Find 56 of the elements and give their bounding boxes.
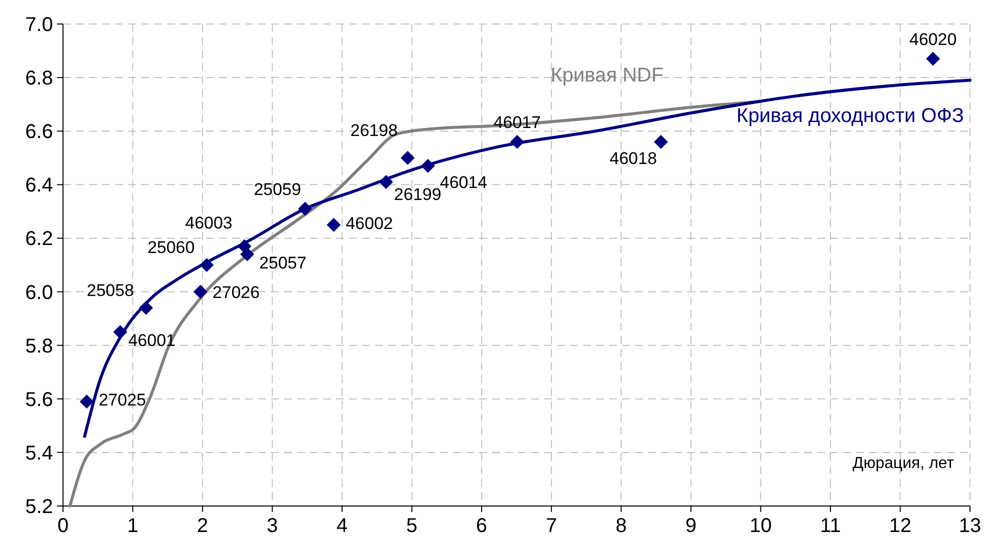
x-tick-label: 3 <box>266 515 278 537</box>
annotation: 46003 <box>185 213 232 232</box>
annotation: 46018 <box>610 148 657 168</box>
annotation: 27025 <box>98 390 146 410</box>
point <box>298 202 312 216</box>
x-tick-label: 8 <box>616 515 627 537</box>
y-tick-label: 6.4 <box>25 174 53 197</box>
point <box>113 324 128 339</box>
x-tick-label: 11 <box>820 515 841 537</box>
series-label: Кривая NDF <box>550 64 664 87</box>
annotation: 26198 <box>350 120 398 140</box>
point <box>240 247 254 262</box>
point <box>200 258 214 272</box>
x-axis-title: Дюрация, лет <box>852 455 955 472</box>
y-tick-label: 5.4 <box>25 442 53 464</box>
y-tick-label: 6.6 <box>25 121 53 144</box>
y-tick-label: 6.0 <box>25 282 53 304</box>
y-tick-label: 5.8 <box>25 335 53 358</box>
annotation: 26199 <box>394 184 442 204</box>
x-tick-label: 9 <box>685 515 696 537</box>
annotation: 25058 <box>86 280 134 300</box>
annotation: 25059 <box>254 180 302 199</box>
point <box>379 174 394 189</box>
x-tick-label: 10 <box>750 515 772 537</box>
y-tick-label: 6.8 <box>25 68 53 90</box>
annotation: 46002 <box>346 214 393 233</box>
x-tick-label: 0 <box>57 515 69 537</box>
annotation: 46001 <box>128 330 176 350</box>
x-tick-label: 12 <box>889 515 912 537</box>
point <box>654 134 668 149</box>
annotation: 25057 <box>259 253 306 272</box>
x-tick-label: 7 <box>546 515 557 537</box>
annotation: 46017 <box>494 112 541 132</box>
y-tick-label: 5.6 <box>25 388 53 411</box>
y-tick-label: 5.2 <box>25 496 53 518</box>
point <box>193 284 208 299</box>
annotation: 46020 <box>909 30 957 49</box>
annotation: 25060 <box>147 238 195 257</box>
x-tick-label: 2 <box>196 515 208 537</box>
x-tick-label: 13 <box>958 515 982 537</box>
point <box>510 134 524 149</box>
point <box>400 150 415 165</box>
y-tick-label: 7.0 <box>25 14 53 36</box>
annotation: 46014 <box>440 172 488 192</box>
x-tick-label: 6 <box>476 515 488 537</box>
x-tick-label: 5 <box>406 515 418 537</box>
point <box>420 158 435 173</box>
point <box>80 394 94 409</box>
y-tick-label: 6.2 <box>25 228 53 250</box>
x-tick-label: 4 <box>336 515 348 537</box>
point <box>139 300 154 315</box>
series-label: Кривая доходности ОФЗ <box>736 105 964 128</box>
point <box>926 52 940 66</box>
annotation: 27026 <box>212 282 260 302</box>
x-tick-label: 1 <box>127 515 138 537</box>
point <box>326 218 341 232</box>
